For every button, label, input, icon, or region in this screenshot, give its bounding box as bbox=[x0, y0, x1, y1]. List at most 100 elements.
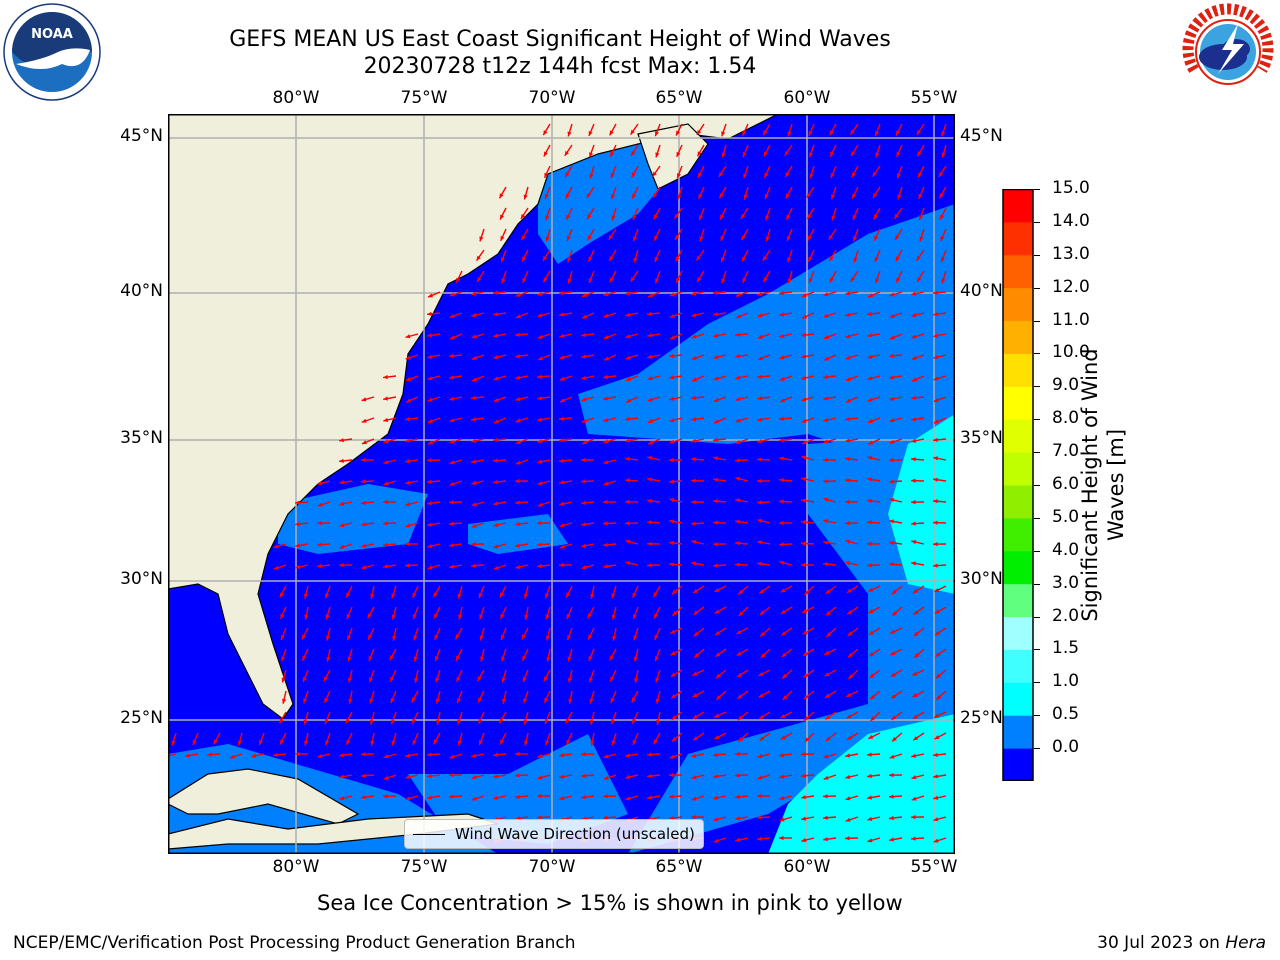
wind-wave-arrowhead bbox=[896, 277, 901, 283]
wind-wave-arrowhead bbox=[590, 740, 595, 746]
wind-wave-arrowhead bbox=[672, 611, 678, 616]
colorbar-tick-label: 5.0 bbox=[1052, 506, 1080, 527]
wind-wave-arrowhead bbox=[324, 697, 329, 703]
wind-wave-arrowhead bbox=[471, 312, 477, 318]
wind-wave-arrowhead bbox=[537, 563, 542, 569]
wind-wave-arrowhead bbox=[559, 376, 565, 381]
wind-wave-arrowhead bbox=[383, 396, 389, 401]
colorbar-tick-label: 1.5 bbox=[1052, 638, 1080, 659]
wind-wave-arrowhead bbox=[891, 589, 897, 595]
wind-wave-arrowhead bbox=[317, 563, 322, 569]
wind-wave-arrowhead bbox=[713, 376, 719, 381]
wind-wave-arrowhead bbox=[913, 735, 919, 741]
wind-wave-arrowhead bbox=[279, 718, 284, 724]
wind-wave-arrowhead bbox=[581, 522, 586, 527]
wind-wave-arrowhead bbox=[786, 214, 791, 220]
wind-wave-arrowhead bbox=[691, 478, 696, 483]
colorbar-segment bbox=[1003, 485, 1033, 519]
wind-wave-arrowhead bbox=[889, 439, 895, 444]
wind-wave-arrowhead bbox=[449, 773, 454, 778]
wind-wave-arrowhead bbox=[501, 656, 506, 662]
colorbar-tick-label: 15.0 bbox=[1052, 178, 1090, 198]
wind-wave-arrowhead bbox=[471, 523, 477, 528]
wind-wave-arrowhead bbox=[808, 256, 813, 262]
chart-subtitle: 20230728 t12z 144h fcst Max: 1.54 bbox=[363, 54, 757, 79]
wind-wave-arrowhead bbox=[515, 418, 521, 423]
wind-wave-arrowhead bbox=[831, 215, 836, 221]
wind-wave-arrowhead bbox=[325, 635, 331, 641]
wind-wave-arrowhead bbox=[911, 334, 917, 339]
wind-wave-arrowhead bbox=[458, 614, 463, 620]
wind-wave-arrowhead bbox=[831, 194, 836, 200]
wind-wave-arrowhead bbox=[427, 522, 433, 527]
wind-wave-arrowhead bbox=[933, 795, 939, 800]
wind-wave-arrowhead bbox=[806, 192, 812, 198]
wind-wave-arrowhead bbox=[471, 438, 477, 443]
wind-wave-arrowhead bbox=[940, 214, 945, 220]
wind-wave-arrowhead bbox=[559, 458, 564, 464]
wind-wave-arrowhead bbox=[589, 719, 595, 725]
wind-wave-arrowhead bbox=[515, 500, 520, 505]
colorbar-tick-mark bbox=[1034, 353, 1040, 355]
wind-wave-arrowhead bbox=[830, 172, 835, 178]
wind-wave-arrowhead bbox=[559, 501, 565, 506]
wind-wave-arrowhead bbox=[823, 519, 829, 524]
wind-wave-arrowhead bbox=[405, 774, 411, 779]
wind-wave-arrowhead bbox=[537, 356, 543, 361]
wind-wave-arrowhead bbox=[913, 588, 919, 594]
wind-wave-arrowhead bbox=[757, 561, 762, 566]
wind-wave-arrowhead bbox=[537, 396, 542, 401]
wind-wave-arrowhead bbox=[302, 655, 307, 661]
wind-wave-arrowhead bbox=[757, 313, 763, 318]
wind-wave-arrowhead bbox=[691, 438, 697, 443]
wind-wave-arrowhead bbox=[692, 714, 698, 719]
wind-wave-arrowhead bbox=[567, 257, 572, 263]
colorbar-segment bbox=[1003, 386, 1033, 420]
wind-wave-arrowhead bbox=[427, 333, 432, 338]
wind-wave-arrowhead bbox=[317, 521, 322, 526]
wind-wave-arrowhead bbox=[848, 652, 853, 658]
wind-wave-arrowhead bbox=[567, 656, 572, 662]
wind-wave-arrowhead bbox=[867, 397, 873, 402]
wind-wave-arrowhead bbox=[779, 835, 784, 841]
wind-wave-arrowhead bbox=[801, 837, 807, 843]
wind-wave-arrowhead bbox=[845, 796, 851, 801]
wind-wave-arrowhead bbox=[590, 593, 595, 599]
wind-wave-arrowhead bbox=[361, 795, 366, 800]
wind-wave-arrowhead bbox=[939, 193, 944, 199]
wind-wave-arrowhead bbox=[427, 354, 433, 359]
wind-wave-arrowhead bbox=[581, 397, 587, 402]
wind-wave-arrowhead bbox=[471, 395, 476, 401]
wind-wave-arrowhead bbox=[933, 752, 938, 758]
lat-label-right: 45°N bbox=[960, 126, 1003, 146]
wind-wave-arrowhead bbox=[449, 353, 454, 359]
wind-wave-arrowhead bbox=[845, 521, 850, 526]
wind-wave-arrowhead bbox=[764, 172, 769, 178]
wind-wave-arrowhead bbox=[720, 235, 725, 241]
wind-wave-arrowhead bbox=[757, 356, 763, 361]
wind-wave-arrowhead bbox=[890, 651, 896, 656]
wind-wave-arrowhead bbox=[889, 418, 895, 423]
wind-wave-arrowhead bbox=[656, 719, 661, 725]
wind-wave-arrowhead bbox=[889, 396, 895, 401]
wind-wave-arrowhead bbox=[737, 672, 743, 678]
wind-wave-arrowhead bbox=[625, 521, 630, 526]
wind-wave-arrowhead bbox=[801, 795, 806, 800]
wind-wave-arrowhead bbox=[581, 332, 586, 338]
wind-wave-arrowhead bbox=[757, 793, 762, 799]
wind-wave-arrowhead bbox=[479, 614, 484, 620]
wind-wave-arrowhead bbox=[522, 277, 527, 283]
wind-wave-arrowhead bbox=[691, 457, 696, 462]
wind-wave-arrowhead bbox=[633, 236, 638, 242]
wind-wave-arrowhead bbox=[911, 457, 916, 462]
wind-wave-arrowhead bbox=[691, 815, 696, 820]
wind-wave-arrowhead bbox=[828, 234, 834, 240]
wind-wave-arrowhead bbox=[785, 193, 790, 199]
wind-wave-arrowhead bbox=[759, 714, 765, 720]
colorbar-segment bbox=[1003, 287, 1033, 322]
machine-name: Hera bbox=[1225, 933, 1266, 953]
wind-wave-arrowhead bbox=[801, 293, 807, 298]
wind-wave-arrowhead bbox=[361, 479, 366, 484]
wind-wave-arrowhead bbox=[544, 697, 549, 703]
wind-wave-arrowhead bbox=[801, 354, 807, 359]
